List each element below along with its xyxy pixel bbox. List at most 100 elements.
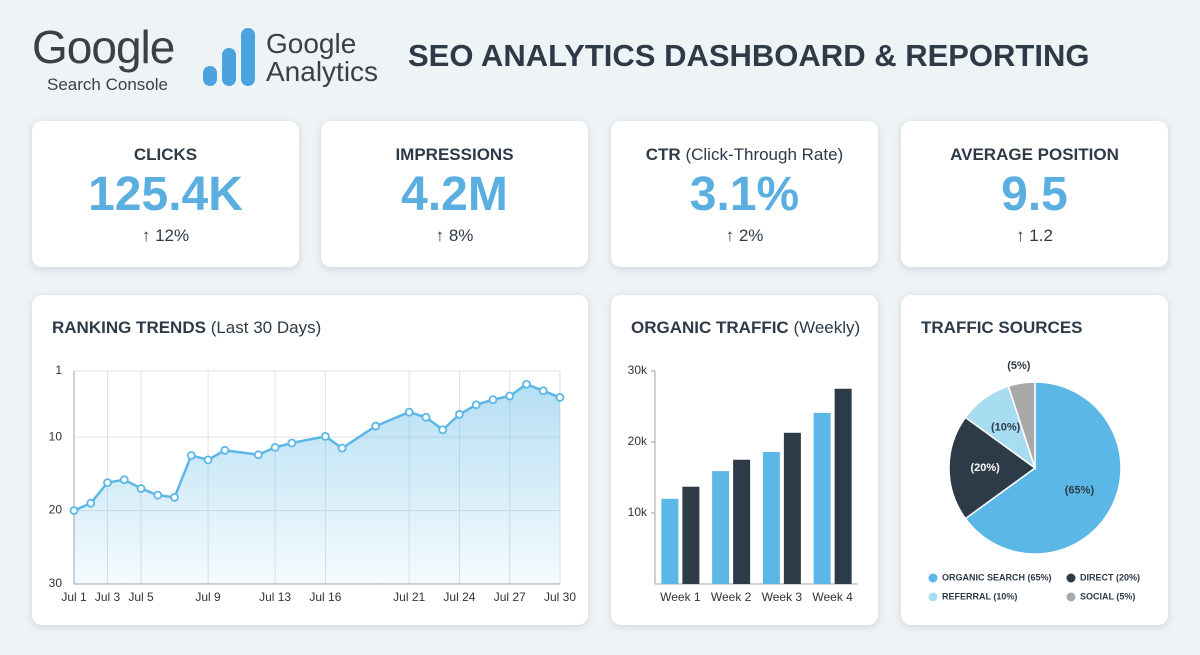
point bbox=[488, 395, 498, 405]
point bbox=[455, 409, 464, 419]
y-tick-label: 30 bbox=[49, 576, 63, 590]
chart-heading: TRAFFIC SOURCES bbox=[921, 318, 1083, 338]
point bbox=[404, 407, 414, 417]
area bbox=[74, 384, 560, 584]
kpi-label-note: (Click-Through Rate) bbox=[685, 145, 844, 164]
point bbox=[421, 412, 431, 422]
chart-title: RANKING TRENDS bbox=[52, 318, 206, 337]
kpi-card: CTR (Click-Through Rate) 3.1% ↑ 2% bbox=[611, 121, 878, 267]
point bbox=[86, 498, 96, 508]
logo-subtitle: Search Console bbox=[47, 75, 168, 94]
analytics-icon bbox=[203, 28, 255, 86]
point bbox=[119, 475, 129, 485]
kpi-change: ↑ 2% bbox=[725, 226, 764, 245]
chart-title: ORGANIC TRAFFIC bbox=[631, 318, 789, 337]
legend-swatch bbox=[1066, 592, 1076, 602]
kpi-change: ↑ 1.2 bbox=[1016, 226, 1053, 245]
point bbox=[203, 455, 213, 465]
x-tick-label: Jul 27 bbox=[494, 590, 526, 604]
kpi-value: 3.1% bbox=[689, 168, 800, 221]
y-tick-label: 20k bbox=[628, 434, 648, 448]
chart-heading: ORGANIC TRAFFIC (Weekly) bbox=[631, 318, 860, 338]
point bbox=[186, 451, 196, 460]
point bbox=[136, 484, 146, 493]
point bbox=[538, 386, 548, 396]
bar bbox=[682, 486, 700, 584]
legend-label: REFERRAL (10%) bbox=[942, 591, 1017, 601]
kpi-value: 9.5 bbox=[1001, 168, 1068, 221]
x-tick-label: Jul 3 bbox=[95, 590, 121, 604]
legend-swatch bbox=[1066, 573, 1076, 583]
x-tick-label: Jul 1 bbox=[61, 590, 87, 604]
x-tick-label: Jul 24 bbox=[443, 590, 475, 604]
point bbox=[522, 379, 531, 389]
point bbox=[170, 492, 179, 502]
x-tick-label: Jul 30 bbox=[544, 590, 576, 604]
point bbox=[287, 438, 297, 448]
bar bbox=[783, 432, 801, 584]
kpi-label-group: CTR (Click-Through Rate) bbox=[611, 145, 878, 165]
point bbox=[320, 431, 330, 441]
chart-heading: RANKING TRENDS (Last 30 Days) bbox=[52, 318, 321, 338]
pie-slice bbox=[948, 416, 1037, 520]
legend-label: DIRECT (20%) bbox=[1080, 572, 1140, 582]
point bbox=[153, 490, 163, 500]
point bbox=[555, 393, 565, 402]
logo-analytics: Google Analytics bbox=[266, 30, 378, 86]
kpi-card: AVERAGE POSITION 9.5 ↑ 1.2 bbox=[901, 121, 1168, 267]
x-tick-label: Week 2 bbox=[711, 590, 752, 604]
kpi-card: IMPRESSIONS 4.2M ↑ 8% bbox=[321, 121, 588, 267]
bar bbox=[762, 451, 780, 584]
point bbox=[471, 400, 481, 410]
logo-google: Google bbox=[32, 21, 175, 73]
kpi-label: CLICKS bbox=[133, 145, 198, 164]
kpi-value: 125.4K bbox=[88, 168, 243, 221]
value-label: (5%) bbox=[1007, 360, 1031, 372]
y-tick-label: 20 bbox=[49, 503, 63, 517]
x-tick-label: Week 1 bbox=[660, 590, 701, 604]
kpi-card: CLICKS 125.4K ↑ 12% bbox=[32, 121, 299, 267]
kpi-label: CTR bbox=[645, 145, 681, 164]
x-tick-label: Jul 21 bbox=[393, 590, 425, 604]
x-tick-label: Jul 9 bbox=[195, 590, 221, 604]
bar bbox=[834, 388, 852, 584]
page-title: SEO ANALYTICS DASHBOARD & REPORTING bbox=[408, 38, 1090, 73]
kpi-change: ↑ 12% bbox=[141, 226, 190, 245]
value-label: (20%) bbox=[970, 462, 1000, 474]
x-tick-label: Jul 16 bbox=[309, 590, 341, 604]
kpi-value: 4.2M bbox=[401, 168, 508, 221]
x-tick-label: Week 4 bbox=[812, 590, 853, 604]
x-tick-label: Jul 5 bbox=[128, 590, 154, 604]
point bbox=[103, 478, 112, 488]
value-label: (10%) bbox=[991, 422, 1021, 434]
kpi-label: IMPRESSIONS bbox=[395, 145, 514, 164]
y-tick-label: 10 bbox=[49, 429, 63, 443]
legend-label: ORGANIC SEARCH (65%) bbox=[942, 572, 1052, 582]
chart-subtitle: (Weekly) bbox=[793, 318, 861, 337]
y-tick-label: 1 bbox=[55, 363, 62, 377]
point bbox=[220, 445, 230, 455]
point bbox=[505, 391, 515, 401]
legend-swatch bbox=[928, 573, 938, 583]
y-tick-label: 10k bbox=[628, 505, 648, 519]
x-tick-label: Week 3 bbox=[762, 590, 803, 604]
bar bbox=[661, 498, 679, 584]
pie-slice bbox=[964, 381, 1122, 555]
kpi-change: ↑ 8% bbox=[435, 226, 474, 245]
point bbox=[337, 443, 347, 453]
chart-title: TRAFFIC SOURCES bbox=[921, 318, 1083, 337]
point bbox=[371, 421, 381, 431]
bar bbox=[813, 412, 831, 584]
logo-analytics-line1: Google bbox=[266, 28, 357, 59]
x-tick-label: Jul 13 bbox=[259, 590, 291, 604]
logo-analytics-line2: Analytics bbox=[266, 56, 379, 87]
pie-slice bbox=[1007, 381, 1036, 469]
point bbox=[69, 506, 79, 515]
point bbox=[438, 425, 448, 435]
chart-subtitle: (Last 30 Days) bbox=[210, 318, 322, 337]
value-label: (65%) bbox=[1065, 485, 1095, 497]
legend-label: SOCIAL (5%) bbox=[1080, 591, 1135, 601]
legend-swatch bbox=[928, 592, 938, 602]
